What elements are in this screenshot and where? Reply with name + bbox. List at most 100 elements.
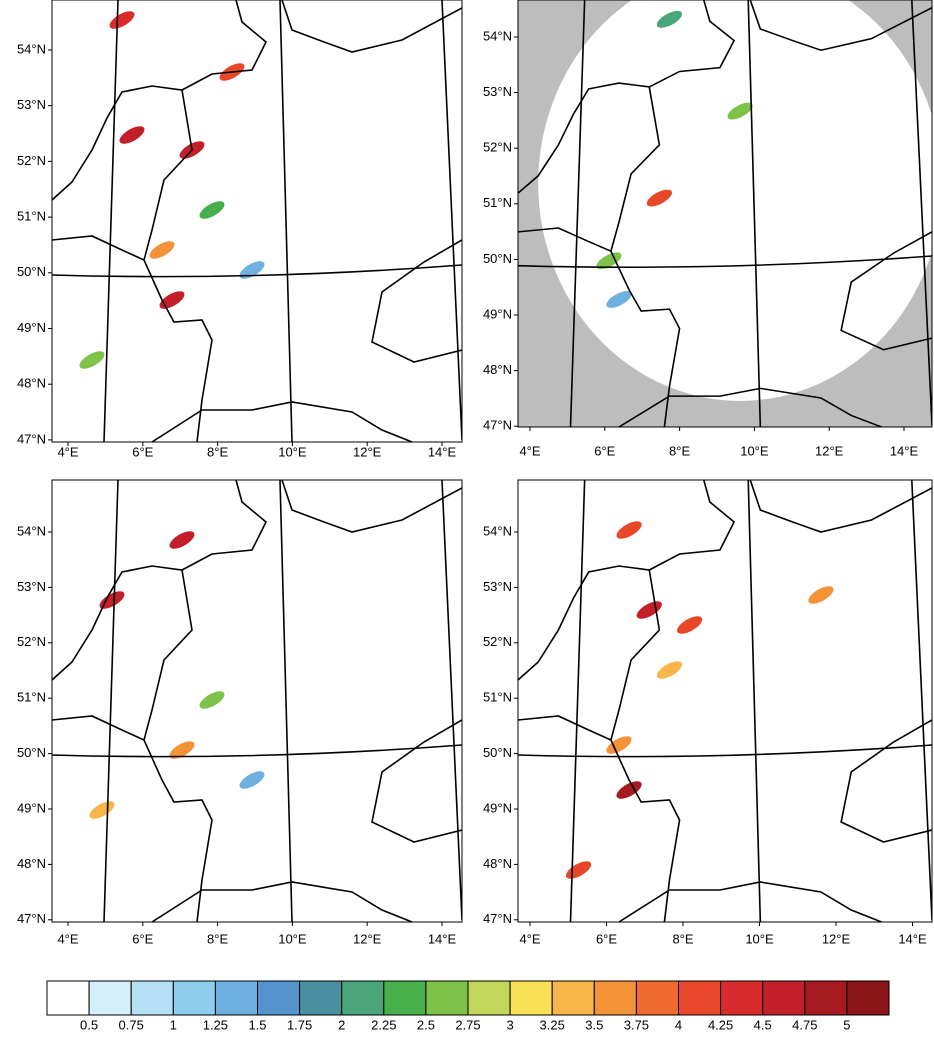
precip-cell <box>727 102 753 120</box>
colorbar-label: 1 <box>170 1017 177 1032</box>
lat-label: 54°N <box>17 523 46 538</box>
colorbar-label: 2 <box>338 1017 345 1032</box>
colorbar-label: 2.75 <box>455 1017 480 1032</box>
lon-label: 6°E <box>132 444 153 459</box>
map-lines <box>518 480 932 922</box>
precip-cell <box>89 801 115 819</box>
precip-cell <box>79 351 105 369</box>
lon-label: 6°E <box>596 931 617 946</box>
lat-label: 53°N <box>483 579 512 594</box>
colorbar-label: 4.75 <box>792 1017 817 1032</box>
precip-cell <box>808 586 834 604</box>
precip-cell <box>565 861 592 879</box>
precip-cell <box>616 521 642 539</box>
precip-cell <box>169 741 195 759</box>
map-panel: 54°N 53°N 52°N 51°N 50°N 49°N 48°N 47°N 4°E 6°E 8°… <box>17 479 463 946</box>
precip-cell <box>199 201 225 219</box>
lat-label: 52°N <box>17 634 46 649</box>
map-area <box>518 0 932 428</box>
precip-cell <box>119 126 145 144</box>
lon-label: 14°E <box>898 931 927 946</box>
lat-label: 53°N <box>17 579 46 594</box>
lat-label: 50°N <box>483 745 512 760</box>
colorbar-label: 1.25 <box>203 1017 228 1032</box>
precip-cell <box>636 601 662 619</box>
colorbar-swatch <box>341 980 385 1016</box>
lat-label: 48°N <box>483 362 512 377</box>
map-lines <box>52 480 462 922</box>
lat-label: 49°N <box>483 800 512 815</box>
lon-label: 10°E <box>745 931 774 946</box>
lon-label: 10°E <box>278 931 307 946</box>
colorbar-swatch <box>593 980 637 1016</box>
map-panel: 54°N 53°N 52°N 51°N 50°N 49°N 48°N 47°N 4°E 6°E 8°… <box>17 0 463 459</box>
lat-label: 52°N <box>483 634 512 649</box>
lat-label: 47°N <box>17 911 46 926</box>
colorbar-swatch <box>762 980 806 1016</box>
lon-label: 8°E <box>207 444 228 459</box>
precip-cell <box>109 11 135 29</box>
lat-label: 50°N <box>17 264 46 279</box>
precip-cell <box>596 252 622 270</box>
lat-label: 52°N <box>483 140 512 155</box>
map-lines <box>52 0 462 442</box>
lon-label: 14°E <box>890 443 919 458</box>
lat-label: 51°N <box>17 690 46 705</box>
lon-label: 14°E <box>428 444 457 459</box>
panel-frame <box>517 0 933 428</box>
lon-label: 12°E <box>822 931 851 946</box>
lat-label: 47°N <box>483 911 512 926</box>
precip-cell <box>646 189 672 207</box>
lat-label: 53°N <box>483 84 512 99</box>
lat-label: 48°N <box>17 856 46 871</box>
colorbar-label: 5 <box>843 1017 850 1032</box>
lon-label: 4°E <box>519 443 540 458</box>
precip-cell <box>199 691 225 709</box>
colorbar-swatch <box>299 980 343 1016</box>
map-panel: 54°N 53°N 52°N 51°N 50°N 49°N 48°N 47°N 4°E 6°E 8°… <box>483 0 933 458</box>
lat-label: 53°N <box>17 97 46 112</box>
lon-label: 12°E <box>353 931 382 946</box>
lat-label: 50°N <box>483 251 512 266</box>
colorbar-swatch <box>467 980 511 1016</box>
colorbar-swatch <box>804 980 848 1016</box>
lon-label: 4°E <box>57 931 78 946</box>
colorbar-swatch <box>130 980 174 1016</box>
lon-label: 6°E <box>132 931 153 946</box>
colorbar-label: 0.5 <box>80 1017 98 1032</box>
precip-cell <box>239 771 265 789</box>
colorbar-label: 2.5 <box>417 1017 435 1032</box>
colorbar-swatch <box>425 980 469 1016</box>
colorbar-label: 4 <box>675 1017 682 1032</box>
colorbar-swatch <box>88 980 132 1016</box>
panel-frame <box>51 0 463 443</box>
lon-label: 10°E <box>278 444 307 459</box>
colorbar-swatch <box>678 980 722 1016</box>
lat-label: 54°N <box>483 523 512 538</box>
colorbar-label: 1.5 <box>248 1017 266 1032</box>
precip-cell <box>606 291 632 308</box>
map-area <box>518 480 932 922</box>
colorbar-label: 2.25 <box>371 1017 396 1032</box>
lat-label: 48°N <box>483 856 512 871</box>
lon-label: 4°E <box>57 444 78 459</box>
lat-label: 52°N <box>17 153 46 168</box>
lon-label: 8°E <box>672 931 693 946</box>
colorbar-label: 3 <box>506 1017 513 1032</box>
colorbar-swatch <box>383 980 427 1016</box>
precip-cell <box>149 241 175 259</box>
colorbar-swatch <box>635 980 680 1016</box>
colorbar-swatch <box>172 980 216 1016</box>
lon-label: 12°E <box>815 443 844 458</box>
colorbar-swatch <box>551 980 595 1016</box>
lon-label: 8°E <box>669 443 690 458</box>
colorbar-label: 0.75 <box>119 1017 144 1032</box>
precip-cell <box>616 781 642 799</box>
map-area <box>52 0 462 442</box>
colorbar-label: 4.5 <box>754 1017 772 1032</box>
lat-label: 50°N <box>17 745 46 760</box>
colorbar-swatch <box>214 980 258 1016</box>
precip-cell <box>656 10 683 28</box>
precip-cell <box>239 261 265 279</box>
